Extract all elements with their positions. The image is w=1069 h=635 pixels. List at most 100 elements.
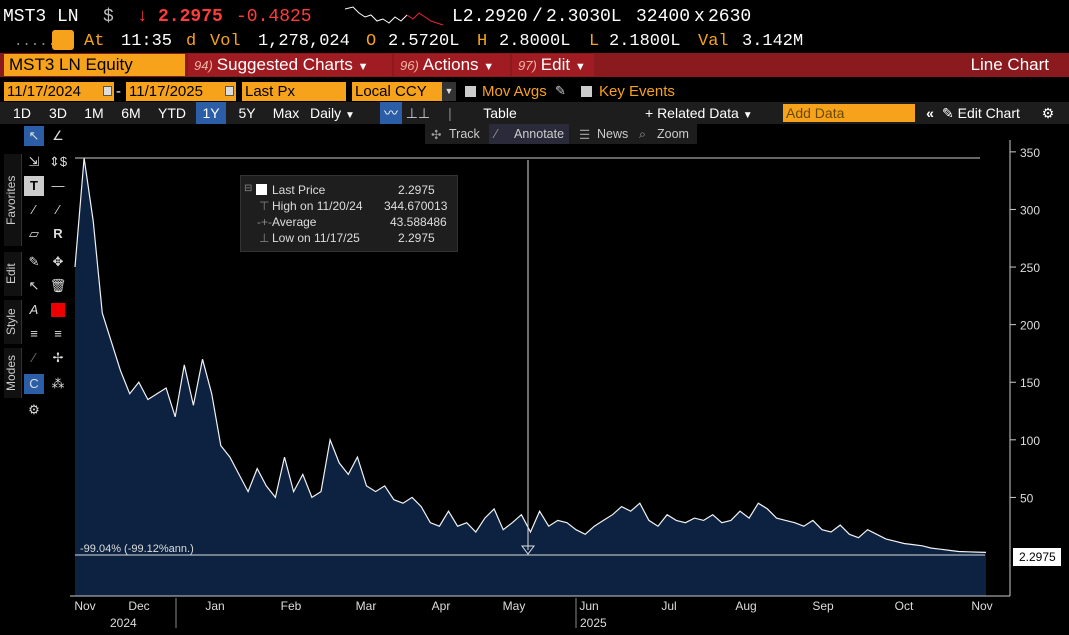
calendar-icon[interactable] xyxy=(225,86,234,96)
price-chart[interactable]: 50 100 150 200 250 300 350 Nov Dec Jan Feb Mar Apr M… xyxy=(0,124,1069,635)
currency-symbol: $ xyxy=(103,7,114,27)
trend-line-icon[interactable]: ⁄ xyxy=(32,202,36,217)
period-1y[interactable]: 1Y xyxy=(196,102,226,124)
currency-select[interactable]: Local CCY xyxy=(352,82,442,101)
line-weight-icon[interactable]: ≡ xyxy=(30,326,38,341)
legend-last-label: Last Price xyxy=(272,183,326,197)
actions-num: 96) xyxy=(400,58,419,73)
related-data-button[interactable]: + Related Data ▼ xyxy=(645,105,753,121)
crosshair-mode-icon[interactable]: ⁄ xyxy=(32,350,36,365)
select-icon[interactable]: ↖ xyxy=(28,278,40,293)
settings-gear-icon[interactable]: ⚙ xyxy=(28,402,40,417)
period-5y[interactable]: 5Y xyxy=(238,105,256,121)
x-tick-label: Jun xyxy=(579,599,598,613)
period-max[interactable]: Max xyxy=(272,105,300,121)
chart-type-label: Line Chart xyxy=(970,55,1049,74)
pencil-icon[interactable]: ✎ xyxy=(555,83,566,98)
start-date-text: 11/17/2024 xyxy=(7,83,81,100)
security-field[interactable]: MST3 LN Equity xyxy=(4,54,185,76)
channel-icon[interactable]: ▱ xyxy=(29,226,39,241)
start-date-input[interactable]: 11/17/2024 xyxy=(4,82,114,101)
news-button[interactable]: News xyxy=(597,127,629,141)
down-arrow-icon: ↓ xyxy=(137,7,148,27)
line-chart-icon[interactable]: 〰 xyxy=(380,102,402,124)
period-1m[interactable]: 1M xyxy=(84,105,104,121)
at-label: At xyxy=(84,32,105,51)
annotate-icon: ⁄ xyxy=(495,127,498,141)
mov-avgs-checkbox[interactable] xyxy=(465,86,476,97)
ray-line-icon[interactable]: ⁄ xyxy=(56,202,60,217)
key-events-checkbox[interactable] xyxy=(581,86,592,97)
x-tick-label: Apr xyxy=(432,599,451,613)
ask-size: 2630 xyxy=(708,7,752,27)
average-marker-icon: -+- xyxy=(257,215,272,229)
period-6m[interactable]: 6M xyxy=(121,105,141,121)
magnet-mode-icon[interactable]: ✢ xyxy=(52,350,64,365)
snap-mode-icon[interactable]: C xyxy=(24,374,44,394)
track-button[interactable]: Track xyxy=(449,127,480,141)
x-tick-label: Nov xyxy=(971,599,992,613)
function-bar: MST3 LN Equity 94) Suggested Charts ▼ 96)… xyxy=(0,53,1069,77)
edit-num: 97) xyxy=(518,58,537,73)
legend-last-value: 2.2975 xyxy=(398,183,435,197)
price-range-icon[interactable]: ⇲ xyxy=(28,154,40,169)
edit-chart-button[interactable]: ✎ Edit Chart xyxy=(942,105,1020,121)
font-icon[interactable]: A xyxy=(29,302,39,317)
val-label: Val xyxy=(698,32,729,51)
table-button[interactable]: Table xyxy=(483,105,517,121)
bid-size: 32400 xyxy=(636,7,691,27)
frequency-label: Daily xyxy=(310,105,342,121)
actions-button[interactable]: 96) Actions ▼ xyxy=(394,54,510,76)
speedometer-icon[interactable] xyxy=(52,30,74,50)
dollar-range-icon[interactable]: ⇕$ xyxy=(48,154,68,169)
open-label: O xyxy=(366,32,377,51)
vol-label: Vol xyxy=(210,32,241,51)
horizontal-line-icon[interactable]: — xyxy=(51,178,65,193)
suggested-charts-button[interactable]: 94) Suggested Charts ▼ xyxy=(188,54,392,76)
calendar-icon[interactable] xyxy=(103,86,112,96)
frequency-select[interactable]: Daily ▼ xyxy=(310,105,355,121)
period-1d[interactable]: 1D xyxy=(13,105,31,121)
draw-line-icon[interactable]: ∠ xyxy=(52,128,64,143)
legend-low-label: Low on 11/17/25 xyxy=(272,231,360,245)
open-price: 2.5720L xyxy=(388,32,460,51)
edit-pencil-icon[interactable]: ✎ xyxy=(28,254,40,269)
price-line xyxy=(74,157,987,553)
end-date-text: 11/17/2025 xyxy=(129,83,203,100)
bar-chart-icon[interactable]: ⊥⊥ xyxy=(405,105,431,121)
multi-color-icon[interactable]: ⁂ xyxy=(51,376,65,391)
date-separator: - xyxy=(116,83,121,100)
intraday-sparkline xyxy=(345,6,444,26)
last-value-tag xyxy=(1013,548,1061,566)
legend-avg-value: 43.588486 xyxy=(390,215,447,229)
gear-icon[interactable]: ⚙ xyxy=(1041,105,1055,121)
annotate-button[interactable]: Annotate xyxy=(514,127,565,141)
end-date-input[interactable]: 11/17/2025 xyxy=(126,82,236,101)
collapse-icon[interactable]: ⊟ xyxy=(244,183,253,194)
color-swatch-icon[interactable] xyxy=(48,300,68,320)
drawing-toolbar: Favorites Edit Style Modes ↖ ∠ ⇲ ⇕$ T — … xyxy=(4,124,70,424)
zoom-button[interactable]: Zoom xyxy=(657,127,689,141)
retracement-icon[interactable]: R xyxy=(53,226,63,241)
collapse-icon[interactable]: « xyxy=(926,105,934,121)
ticker: MST3 LN xyxy=(3,7,79,27)
move-icon[interactable]: ✥ xyxy=(52,254,64,269)
low-label: L xyxy=(589,32,600,51)
edit-chart-label: Edit Chart xyxy=(957,105,1020,121)
period-ytd[interactable]: YTD xyxy=(158,105,186,121)
pointer-icon[interactable]: ↖ xyxy=(24,126,44,146)
text-tool-icon[interactable]: T xyxy=(24,176,44,196)
edit-button[interactable]: 97) Edit ▼ xyxy=(512,54,594,76)
chevron-down-icon[interactable]: ▼ xyxy=(442,82,456,101)
field-select[interactable]: Last Px xyxy=(242,82,346,101)
news-icon: ☰ xyxy=(579,128,591,142)
track-icon: ✣ xyxy=(431,128,442,142)
price-change: -0.4825 xyxy=(236,7,312,27)
period-bar: 1D 3D 1M 6M YTD 1Y 5Y Max Daily ▼ 〰 ⊥⊥ |… xyxy=(0,102,1069,124)
ask-price: 2.3030L xyxy=(546,7,622,27)
trash-icon[interactable]: 🗑 xyxy=(49,278,67,293)
add-data-input[interactable]: Add Data xyxy=(783,104,915,122)
line-style-icon[interactable]: ≡ xyxy=(54,326,62,341)
period-3d[interactable]: 3D xyxy=(49,105,67,121)
chart-legend[interactable]: ⊟ Last Price 2.2975 ⊤ High on 11/20/24 3… xyxy=(240,175,458,252)
